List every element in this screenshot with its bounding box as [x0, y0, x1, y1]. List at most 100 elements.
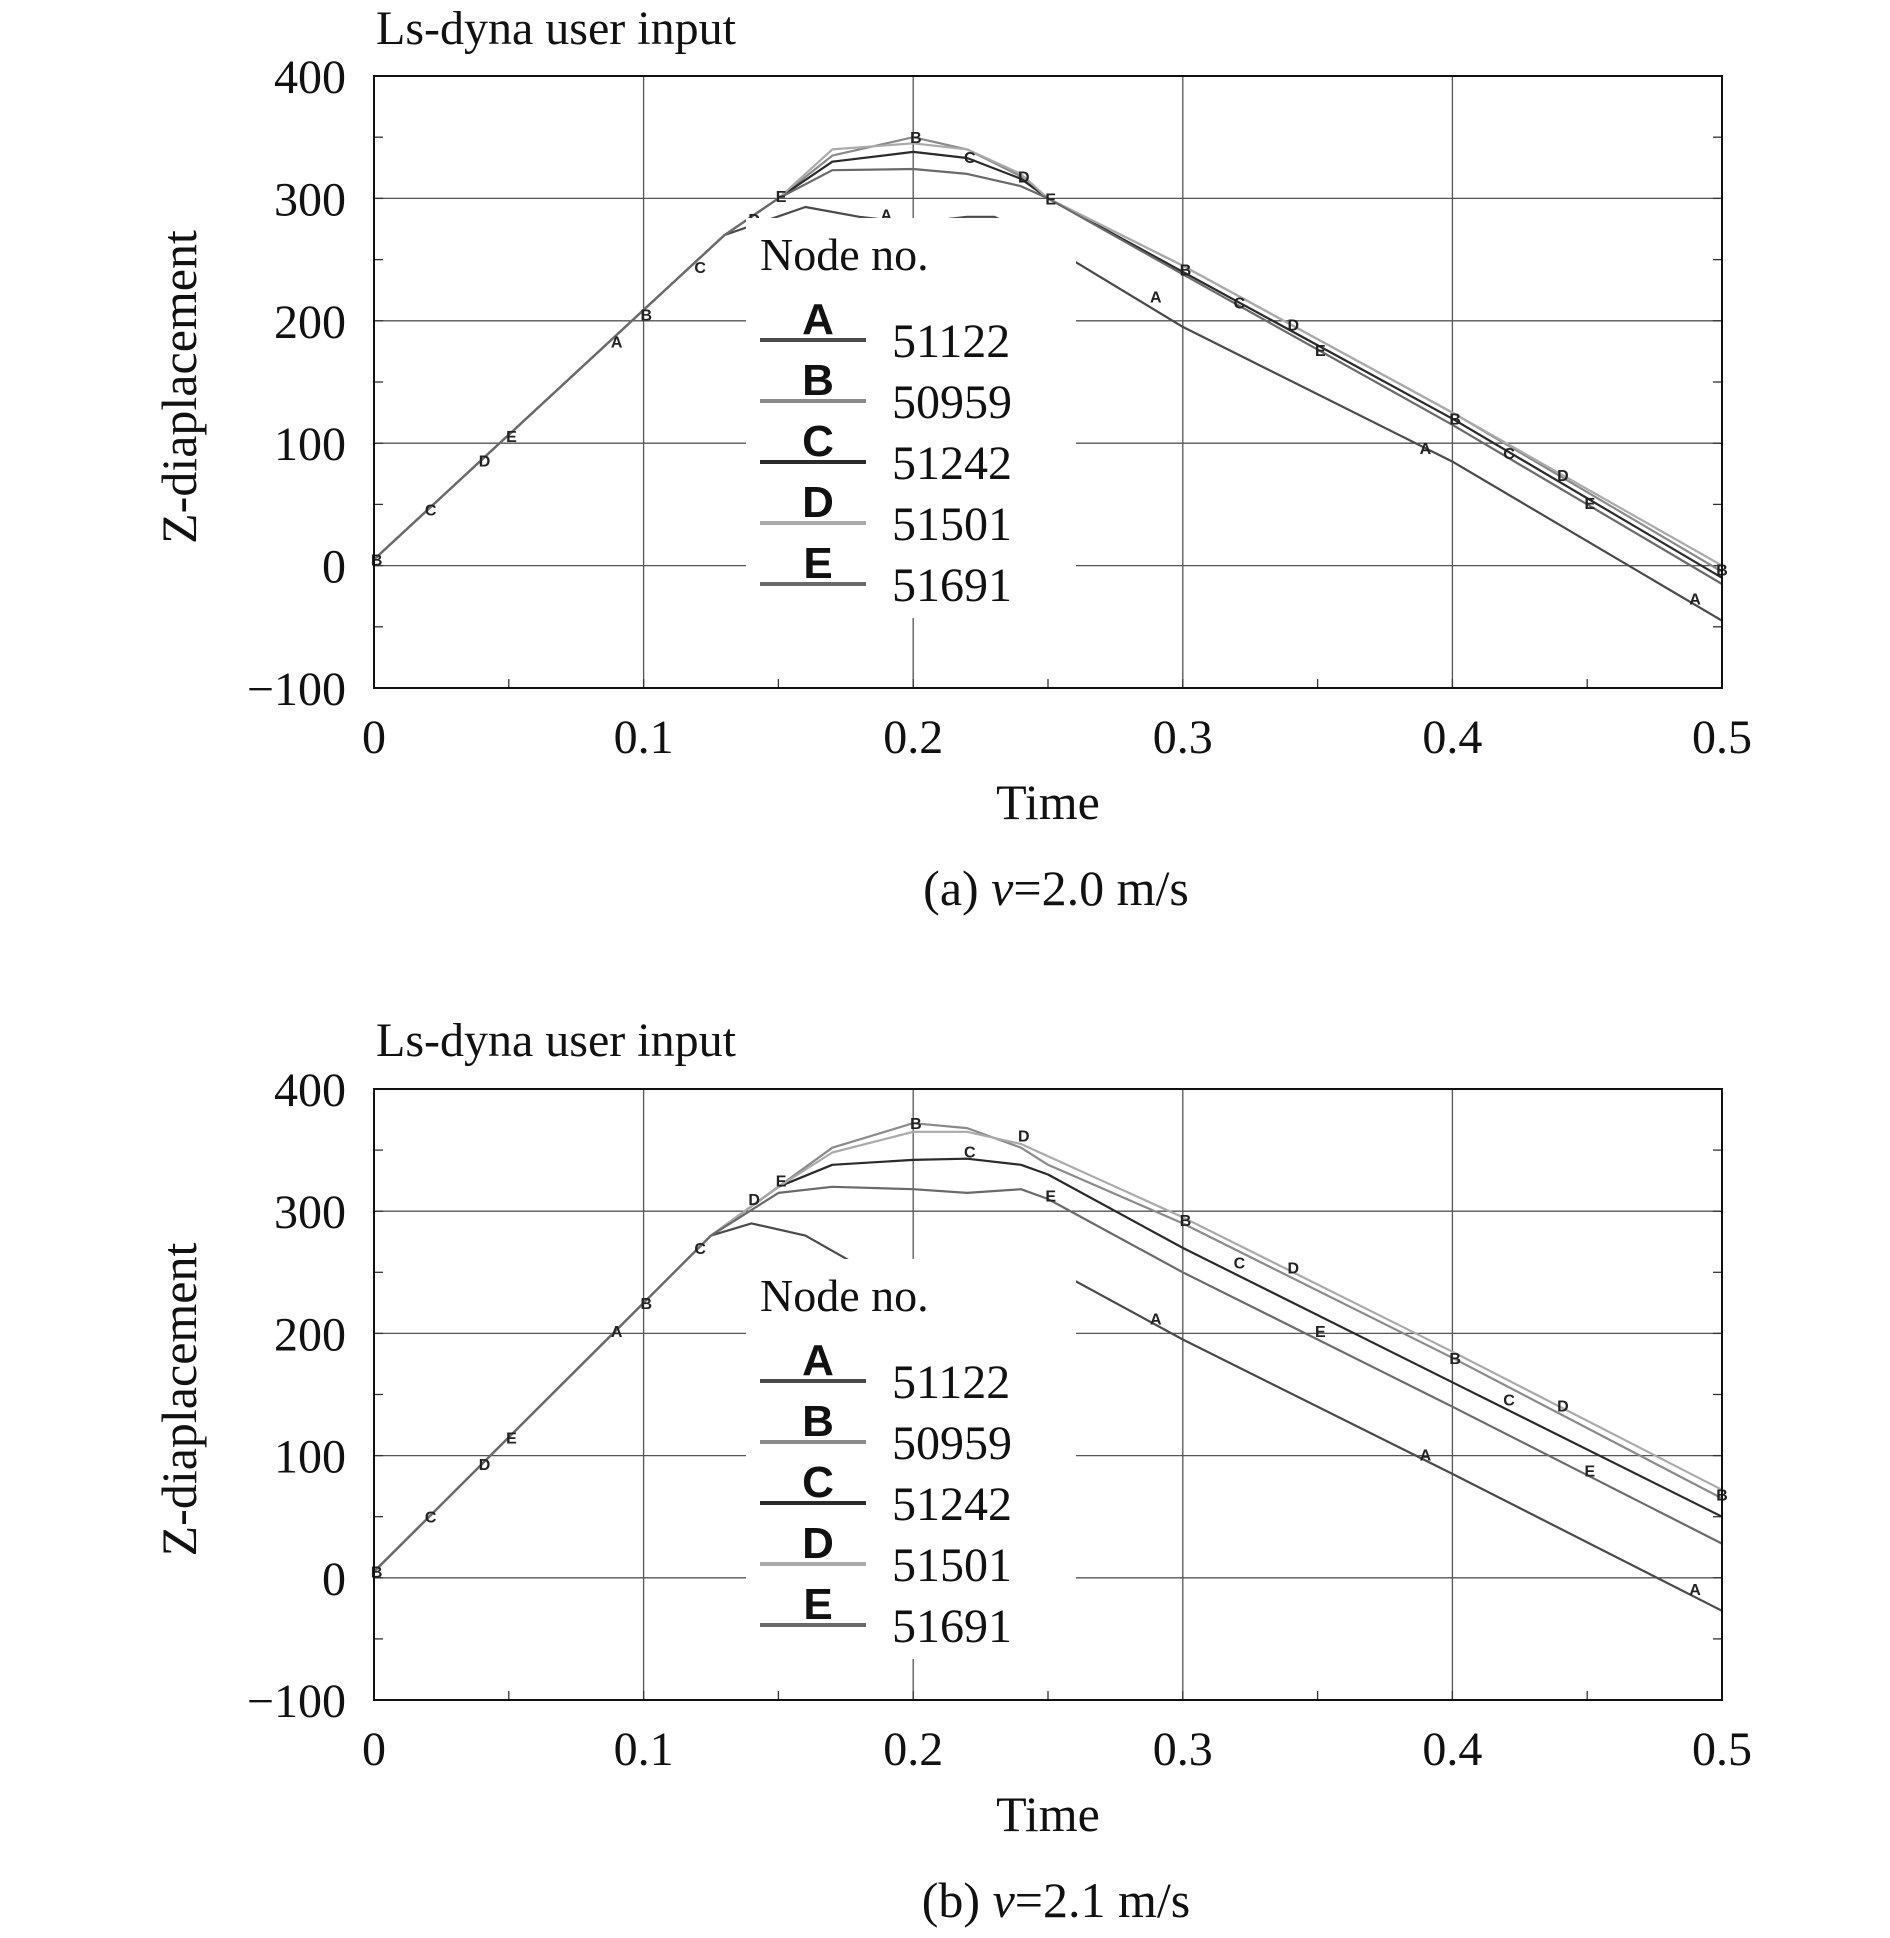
y-tick-label: −100: [247, 1675, 346, 1728]
series-marker-B: B: [910, 130, 922, 147]
x-tick-label: 0.1: [614, 1723, 674, 1776]
y-tick-label: 100: [274, 418, 346, 471]
legend-marker-A: A: [802, 295, 834, 344]
series-marker-D: D: [1557, 468, 1569, 485]
panel-caption: (a) v=2.0 m/s: [923, 860, 1189, 916]
y-tick-label: 100: [274, 1431, 346, 1484]
legend-label: 51501: [892, 498, 1012, 551]
legend-label: 50959: [892, 1417, 1012, 1470]
legend-marker-D: D: [802, 478, 834, 527]
plot-frame: [373, 1088, 1723, 1701]
x-axis-label: Time: [996, 774, 1100, 830]
series-marker-C: C: [1234, 1256, 1246, 1273]
caption-prefix: (b): [922, 1872, 993, 1928]
series-marker-C: C: [694, 1241, 706, 1258]
legend-label: 51122: [892, 315, 1010, 368]
series-marker-E: E: [506, 429, 517, 446]
legend-marker-A: A: [802, 1336, 834, 1385]
legend-marker-C: C: [802, 1458, 834, 1507]
series-line-51122: [373, 205, 1723, 622]
series-marker-D: D: [748, 1192, 760, 1209]
series-marker-C: C: [964, 1144, 976, 1161]
legend-label: 51501: [892, 1539, 1012, 1592]
series-marker-D: D: [479, 1457, 491, 1474]
y-tick-label: 0: [322, 1553, 346, 1606]
x-axis-label: Time: [996, 1786, 1100, 1842]
caption-prefix: (a): [923, 860, 991, 916]
series-marker-C: C: [1503, 1392, 1515, 1409]
series-marker-A: A: [1420, 1447, 1432, 1464]
series-marker-A: A: [1420, 441, 1432, 458]
series-marker-E: E: [1315, 1324, 1326, 1341]
series-marker-E: E: [1045, 1188, 1056, 1205]
series-marker-C: C: [694, 260, 706, 277]
series-marker-B: B: [641, 308, 653, 325]
series-marker-E: E: [1045, 191, 1056, 208]
series-marker-A: A: [1689, 1582, 1701, 1599]
series-marker-B: B: [1180, 262, 1192, 279]
legend-marker-E: E: [803, 539, 832, 588]
series-marker-D: D: [1557, 1398, 1569, 1415]
x-tick-label: 0.1: [614, 711, 674, 764]
series-marker-C: C: [1503, 446, 1515, 463]
y-tick-label: 400: [274, 51, 346, 104]
legend-background: [746, 1259, 1076, 1659]
x-tick-label: 0: [362, 1723, 386, 1776]
legend-label: 51691: [892, 559, 1012, 612]
series-marker-A: A: [1689, 592, 1701, 609]
series-marker-A: A: [1150, 1312, 1162, 1329]
y-tick-label: 0: [322, 541, 346, 594]
series-marker-C: C: [964, 150, 976, 167]
series-marker-B: B: [1449, 412, 1461, 429]
y-tick-label: 300: [274, 1186, 346, 1239]
caption-suffix: =2.0 m/s: [1013, 860, 1188, 916]
series-marker-D: D: [1018, 169, 1030, 186]
series-marker-E: E: [1585, 496, 1596, 513]
y-tick-label: 200: [274, 296, 346, 349]
series-marker-B: B: [1449, 1351, 1461, 1368]
series-marker-B: B: [910, 1116, 922, 1133]
caption-variable: v: [993, 1872, 1016, 1928]
legend-label: 51242: [892, 437, 1012, 490]
series-line-51501: [373, 1130, 1723, 1573]
series-marker-B: B: [641, 1296, 653, 1313]
series-marker-C: C: [425, 502, 437, 519]
tick-labels: −100 0 100 200 300 400 0 0.1 0.2 0.3 0.4 0.5: [247, 51, 1752, 764]
series-marker-D: D: [479, 453, 491, 470]
chart-panel-b: AAAAABBBBBBCCCCCDDDDDEEEEENode no.A51122…: [151, 1014, 1752, 1928]
legend-background: [746, 218, 1076, 618]
series-marker-E: E: [1585, 1463, 1596, 1480]
legend-label: 51691: [892, 1600, 1012, 1653]
series-marker-C: C: [425, 1510, 437, 1527]
series-marker-B: B: [1180, 1213, 1192, 1230]
series-marker-E: E: [776, 1174, 787, 1191]
x-tick-label: 0.4: [1422, 1723, 1482, 1776]
legend: Node no. A 51122 B 50959 C 51242 D 51501 E 51691: [746, 1259, 1076, 1659]
tick-labels: −100 0 100 200 300 400 0 0.1 0.2 0.3 0.4 0.5: [247, 1064, 1752, 1776]
legend-marker-D: D: [802, 1519, 834, 1568]
series-marker-E: E: [506, 1430, 517, 1447]
series-marker-D: D: [1288, 1260, 1300, 1277]
x-tick-label: 0: [362, 711, 386, 764]
legend-label: 51122: [892, 1356, 1010, 1409]
y-tick-label: 400: [274, 1064, 346, 1117]
series-marker-D: D: [1288, 317, 1300, 334]
series-line-51691: [373, 167, 1723, 585]
y-axis-label: Z-diaplacement: [151, 230, 207, 544]
series-marker-E: E: [776, 189, 787, 206]
series-marker-A: A: [611, 1324, 623, 1341]
plot-frame: [373, 75, 1723, 689]
series-line-51691: [373, 1185, 1723, 1573]
series-marker-A: A: [611, 335, 623, 352]
series-marker-D: D: [1018, 1128, 1030, 1145]
x-tick-label: 0.5: [1692, 711, 1752, 764]
x-tick-label: 0.5: [1692, 1723, 1752, 1776]
legend: Node no. A 51122 B 50959 C 51242 D 51501 E 51691: [746, 218, 1076, 618]
series-group: AAAAABBBBBBCCCCCDDDDDEEEEE: [371, 130, 1728, 622]
chart-title: Ls-dyna user input: [376, 1014, 737, 1067]
x-tick-label: 0.3: [1153, 711, 1213, 764]
caption-variable: v: [991, 860, 1014, 916]
legend-title: Node no.: [760, 229, 929, 280]
